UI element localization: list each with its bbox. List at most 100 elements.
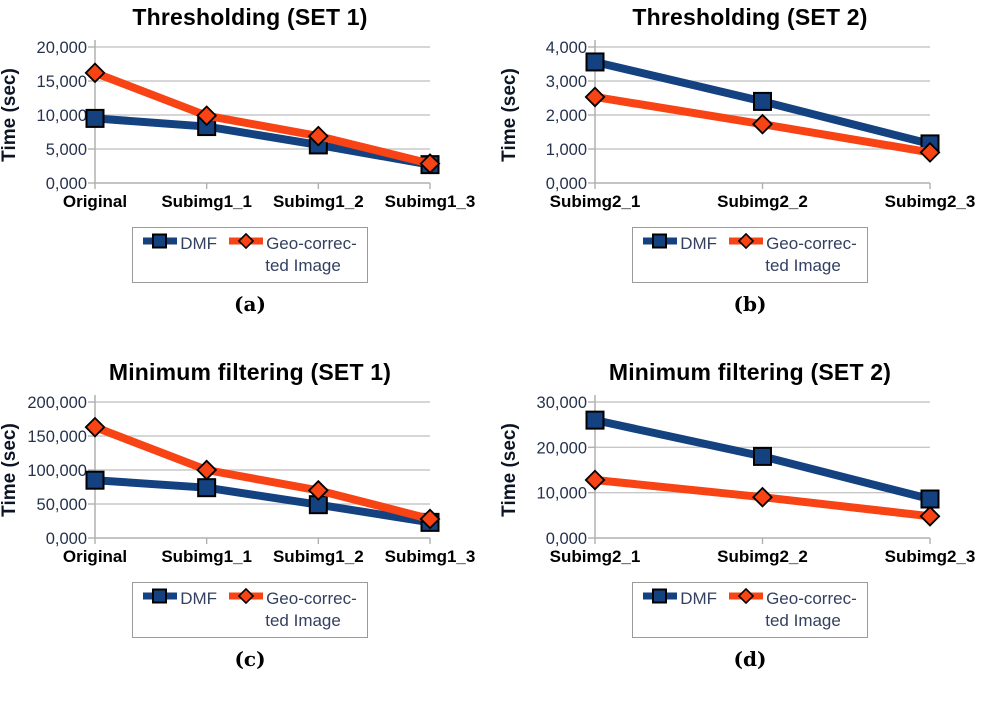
x-category-label: Subimg1_3: [385, 192, 476, 211]
plot-area: 0,000 1,000 2,000 3,000 4,000 Subimg2_1 Subimg…: [500, 33, 1000, 225]
chart-svg-a: 0,000 5,000 10,000 15,000 20,000 Original Subi…: [0, 39, 476, 211]
legend-label-geo-line2: ted Image: [765, 611, 841, 630]
y-axis-title: Time (sec): [0, 423, 20, 517]
plot-area: 0,000 50,000 100,000 150,000 200,000 Original…: [0, 388, 500, 580]
x-category-label: Subimg1_3: [385, 547, 476, 566]
x-category-label: Subimg1_1: [161, 192, 252, 211]
square-marker: [753, 446, 772, 466]
square-marker: [753, 91, 772, 111]
geo-series-marker-icon: [729, 587, 764, 609]
geo-series-marker-icon: [229, 587, 264, 609]
y-tick-label: 10,000: [37, 107, 87, 125]
diamond-marker: [584, 469, 606, 491]
x-category-label: Subimg2_2: [717, 192, 808, 211]
legend-label-dmf: DMF: [680, 233, 718, 253]
legend-label-dmf: DMF: [180, 233, 218, 253]
chart-svg-c: 0,000 50,000 100,000 150,000 200,000 Original…: [0, 394, 476, 566]
y-tick-label: 0,000: [46, 530, 87, 548]
y-tick-label: 5,000: [46, 141, 87, 159]
square-marker: [585, 52, 605, 72]
plot-area: 0,000 10,000 20,000 30,000 Subimg2_1 Subimg2_…: [500, 388, 1000, 580]
legend-label-geo-line2: ted Image: [265, 256, 341, 275]
diamond-marker: [307, 125, 329, 147]
x-category-label: Original: [63, 192, 127, 211]
series-line-geo: [93, 423, 431, 523]
y-axis-title: Time (sec): [500, 68, 520, 162]
x-category-label: Subimg2_2: [717, 547, 808, 566]
chart-panel-b: Thresholding (SET 2) 0,000 1,000 2,000 3,00…: [500, 0, 1000, 355]
series-line-dmf: [94, 476, 431, 527]
dmf-series-marker-icon: [143, 233, 178, 254]
chart-legend: DMF Geo-correc- ted Image: [132, 227, 368, 283]
diamond-marker: [307, 479, 329, 501]
legend-label-dmf: DMF: [180, 588, 218, 608]
diamond-marker: [752, 113, 773, 135]
x-category-label: Subimg1_2: [273, 192, 364, 211]
legend-label-geo-line1: Geo-correc-: [766, 588, 857, 608]
y-tick-label: 1,000: [546, 141, 587, 159]
y-tick-label: 0,000: [546, 175, 587, 193]
y-axis-title: Time (sec): [500, 423, 520, 517]
square-marker: [85, 470, 105, 490]
legend-label-geo-line1: Geo-correc-: [766, 233, 857, 253]
dmf-series-marker-icon: [143, 588, 178, 609]
legend-label-geo-line2: ted Image: [265, 611, 341, 630]
diamond-marker: [196, 459, 218, 481]
y-tick-label: 50,000: [37, 496, 87, 514]
y-tick-label: 200,000: [27, 394, 87, 412]
square-marker: [585, 410, 605, 430]
plot-area: 0,000 5,000 10,000 15,000 20,000 Original Subi…: [0, 33, 500, 225]
diamond-marker: [584, 86, 606, 108]
y-tick-label: 100,000: [27, 462, 87, 480]
y-tick-label: 20,000: [37, 39, 87, 57]
x-category-label: Subimg2_1: [550, 192, 641, 211]
chart-svg-d: 0,000 10,000 20,000 30,000 Subimg2_1 Subimg2_…: [500, 394, 975, 566]
legend-label-dmf: DMF: [680, 588, 718, 608]
y-tick-label: 10,000: [537, 485, 587, 503]
chart-title: Thresholding (SET 1): [132, 4, 368, 30]
chart-caption: (b): [733, 292, 767, 316]
x-category-label: Original: [63, 547, 127, 566]
y-tick-label: 0,000: [46, 175, 87, 193]
chart-svg-b: 0,000 1,000 2,000 3,000 4,000 Subimg2_1 Subimg…: [500, 39, 976, 211]
chart-caption: (a): [234, 292, 266, 316]
diamond-marker: [196, 105, 218, 127]
diamond-marker: [752, 486, 773, 508]
y-tick-label: 150,000: [27, 428, 87, 446]
y-axis-title: Time (sec): [0, 68, 20, 162]
legend-label-geo-line1: Geo-correc-: [266, 588, 357, 608]
square-marker: [197, 478, 217, 498]
diamond-marker: [919, 505, 941, 527]
legend-label-geo-line1: Geo-correc-: [266, 233, 357, 253]
diamond-marker: [84, 62, 106, 84]
chart-panel-a: Thresholding (SET 1) 0,000 5,000 10,000 15,…: [0, 0, 500, 355]
chart-panel-d: Minimum filtering (SET 2) 0,000 10,000 20,…: [500, 355, 1000, 710]
y-tick-label: 0,000: [546, 530, 587, 548]
geo-series-marker-icon: [729, 232, 764, 254]
chart-legend: DMF Geo-correc- ted Image: [632, 582, 868, 638]
diamond-marker: [84, 416, 106, 438]
chart-title: Minimum filtering (SET 2): [608, 359, 892, 385]
dmf-series-marker-icon: [643, 588, 678, 609]
chart-caption: (c): [234, 647, 266, 671]
x-category-label: Subimg1_2: [273, 547, 364, 566]
x-category-label: Subimg2_1: [550, 547, 641, 566]
y-tick-label: 4,000: [546, 39, 587, 57]
geo-series-marker-icon: [229, 232, 264, 254]
chart-legend: DMF Geo-correc- ted Image: [132, 582, 368, 638]
y-tick-label: 30,000: [537, 394, 587, 412]
series-line-dmf: [94, 114, 431, 169]
y-tick-label: 2,000: [546, 107, 587, 125]
y-tick-label: 15,000: [37, 73, 87, 91]
diamond-marker: [419, 153, 441, 175]
series-line-geo: [93, 69, 431, 168]
x-category-label: Subimg1_1: [161, 547, 252, 566]
diamond-marker: [419, 508, 441, 530]
chart-caption: (d): [733, 647, 767, 671]
dmf-series-marker-icon: [643, 233, 678, 254]
chart-panel-c: Minimum filtering (SET 1) 0,000 50,000 100…: [0, 355, 500, 710]
x-category-label: Subimg2_3: [885, 192, 976, 211]
chart-title: Minimum filtering (SET 1): [108, 359, 392, 385]
legend-label-geo-line2: ted Image: [765, 256, 841, 275]
